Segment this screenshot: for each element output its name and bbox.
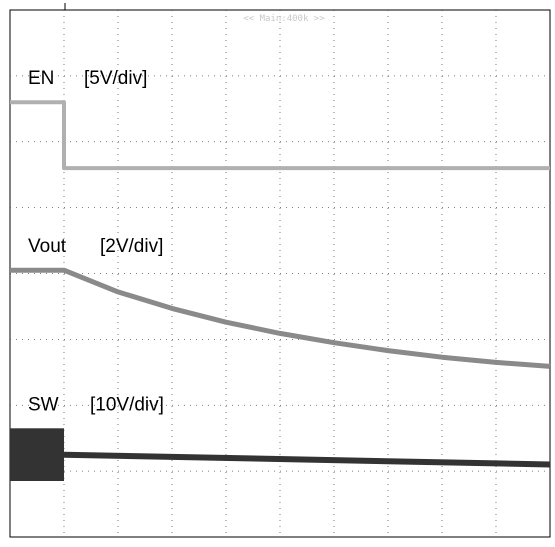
vout-channel-label: Vout: [28, 236, 67, 257]
acquisition-header: << Main:400k >>: [243, 14, 325, 24]
sw-trace: [63, 451, 551, 468]
trace-labels: EN [5V/div] Vout [2V/div] SW [10V/div]: [28, 68, 164, 415]
sw-scale-label: [10V/div]: [90, 394, 164, 415]
vout-scale-label: [2V/div]: [100, 236, 163, 257]
en-trace: [10, 100, 550, 171]
sw-channel-label: SW: [28, 394, 59, 415]
sw-switching-burst: [10, 428, 64, 482]
vout-trace: [10, 267, 551, 369]
en-scale-label: [5V/div]: [84, 68, 147, 89]
en-channel-label: EN: [28, 68, 54, 89]
traces: [10, 100, 551, 482]
grid: [10, 10, 550, 537]
